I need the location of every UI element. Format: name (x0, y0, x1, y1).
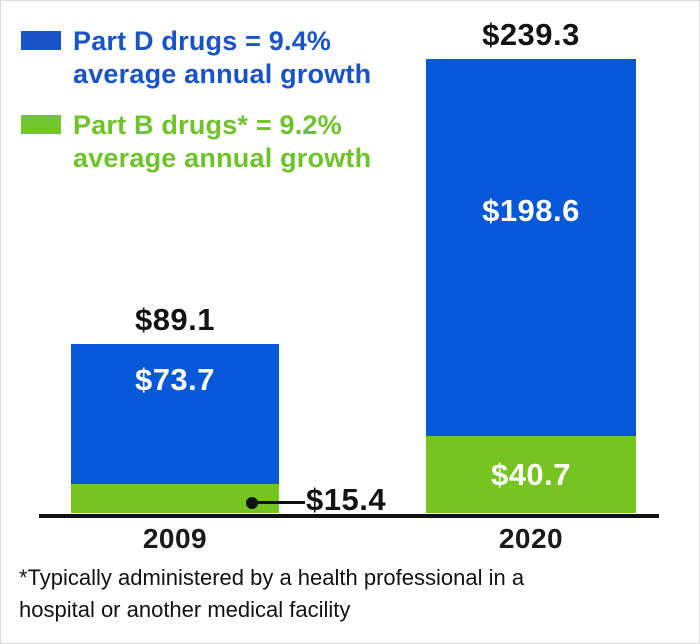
part-d-legend-line2: average annual growth (73, 59, 372, 89)
bar-2009-part-d-label: $73.7 (134, 362, 216, 397)
bar-2020-part-d-segment: $198.6 (426, 59, 636, 436)
bar-2009-part-b-segment (71, 484, 279, 513)
part-d-swatch-icon (21, 31, 61, 50)
x-axis-label-2020: 2020 (498, 523, 564, 554)
footnote-line1: *Typically administered by a health prof… (19, 565, 525, 590)
bar-2020-part-b-label: $40.7 (490, 456, 572, 492)
part-b-legend-line2: average annual growth (73, 143, 372, 173)
bar-2009-part-b-callout-label: $15.4 (306, 482, 387, 517)
part-d-legend-label: Part D drugs = 9.4% average annual growt… (73, 25, 371, 91)
x-axis-line (39, 514, 659, 518)
bar-2009: $89.1 $73.7 (71, 302, 279, 513)
bar-2020: $239.3 $198.6 $40.7 (426, 17, 636, 513)
legend-item-part-b: Part B drugs* = 9.2% average annual grow… (21, 109, 371, 175)
x-axis-label-2009: 2009 (142, 523, 208, 554)
part-b-legend-line1: Part B drugs* = 9.2% (73, 110, 342, 140)
part-b-swatch-icon (21, 115, 61, 134)
bar-2020-total-label: $239.3 (482, 17, 580, 52)
callout-line (252, 501, 305, 504)
footnote-line2: hospital or another medical facility (19, 597, 351, 622)
bar-2009-part-d-segment: $73.7 (71, 344, 279, 484)
footnote: *Typically administered by a health prof… (19, 562, 524, 626)
part-b-legend-label: Part B drugs* = 9.2% average annual grow… (73, 109, 371, 175)
bar-2020-part-b-segment: $40.7 (426, 436, 636, 513)
bar-2020-part-d-label: $198.6 (482, 193, 580, 228)
legend-item-part-d: Part D drugs = 9.4% average annual growt… (21, 25, 371, 91)
part-d-legend-line1: Part D drugs = 9.4% (73, 26, 332, 56)
bar-2009-total-label: $89.1 (134, 302, 216, 337)
